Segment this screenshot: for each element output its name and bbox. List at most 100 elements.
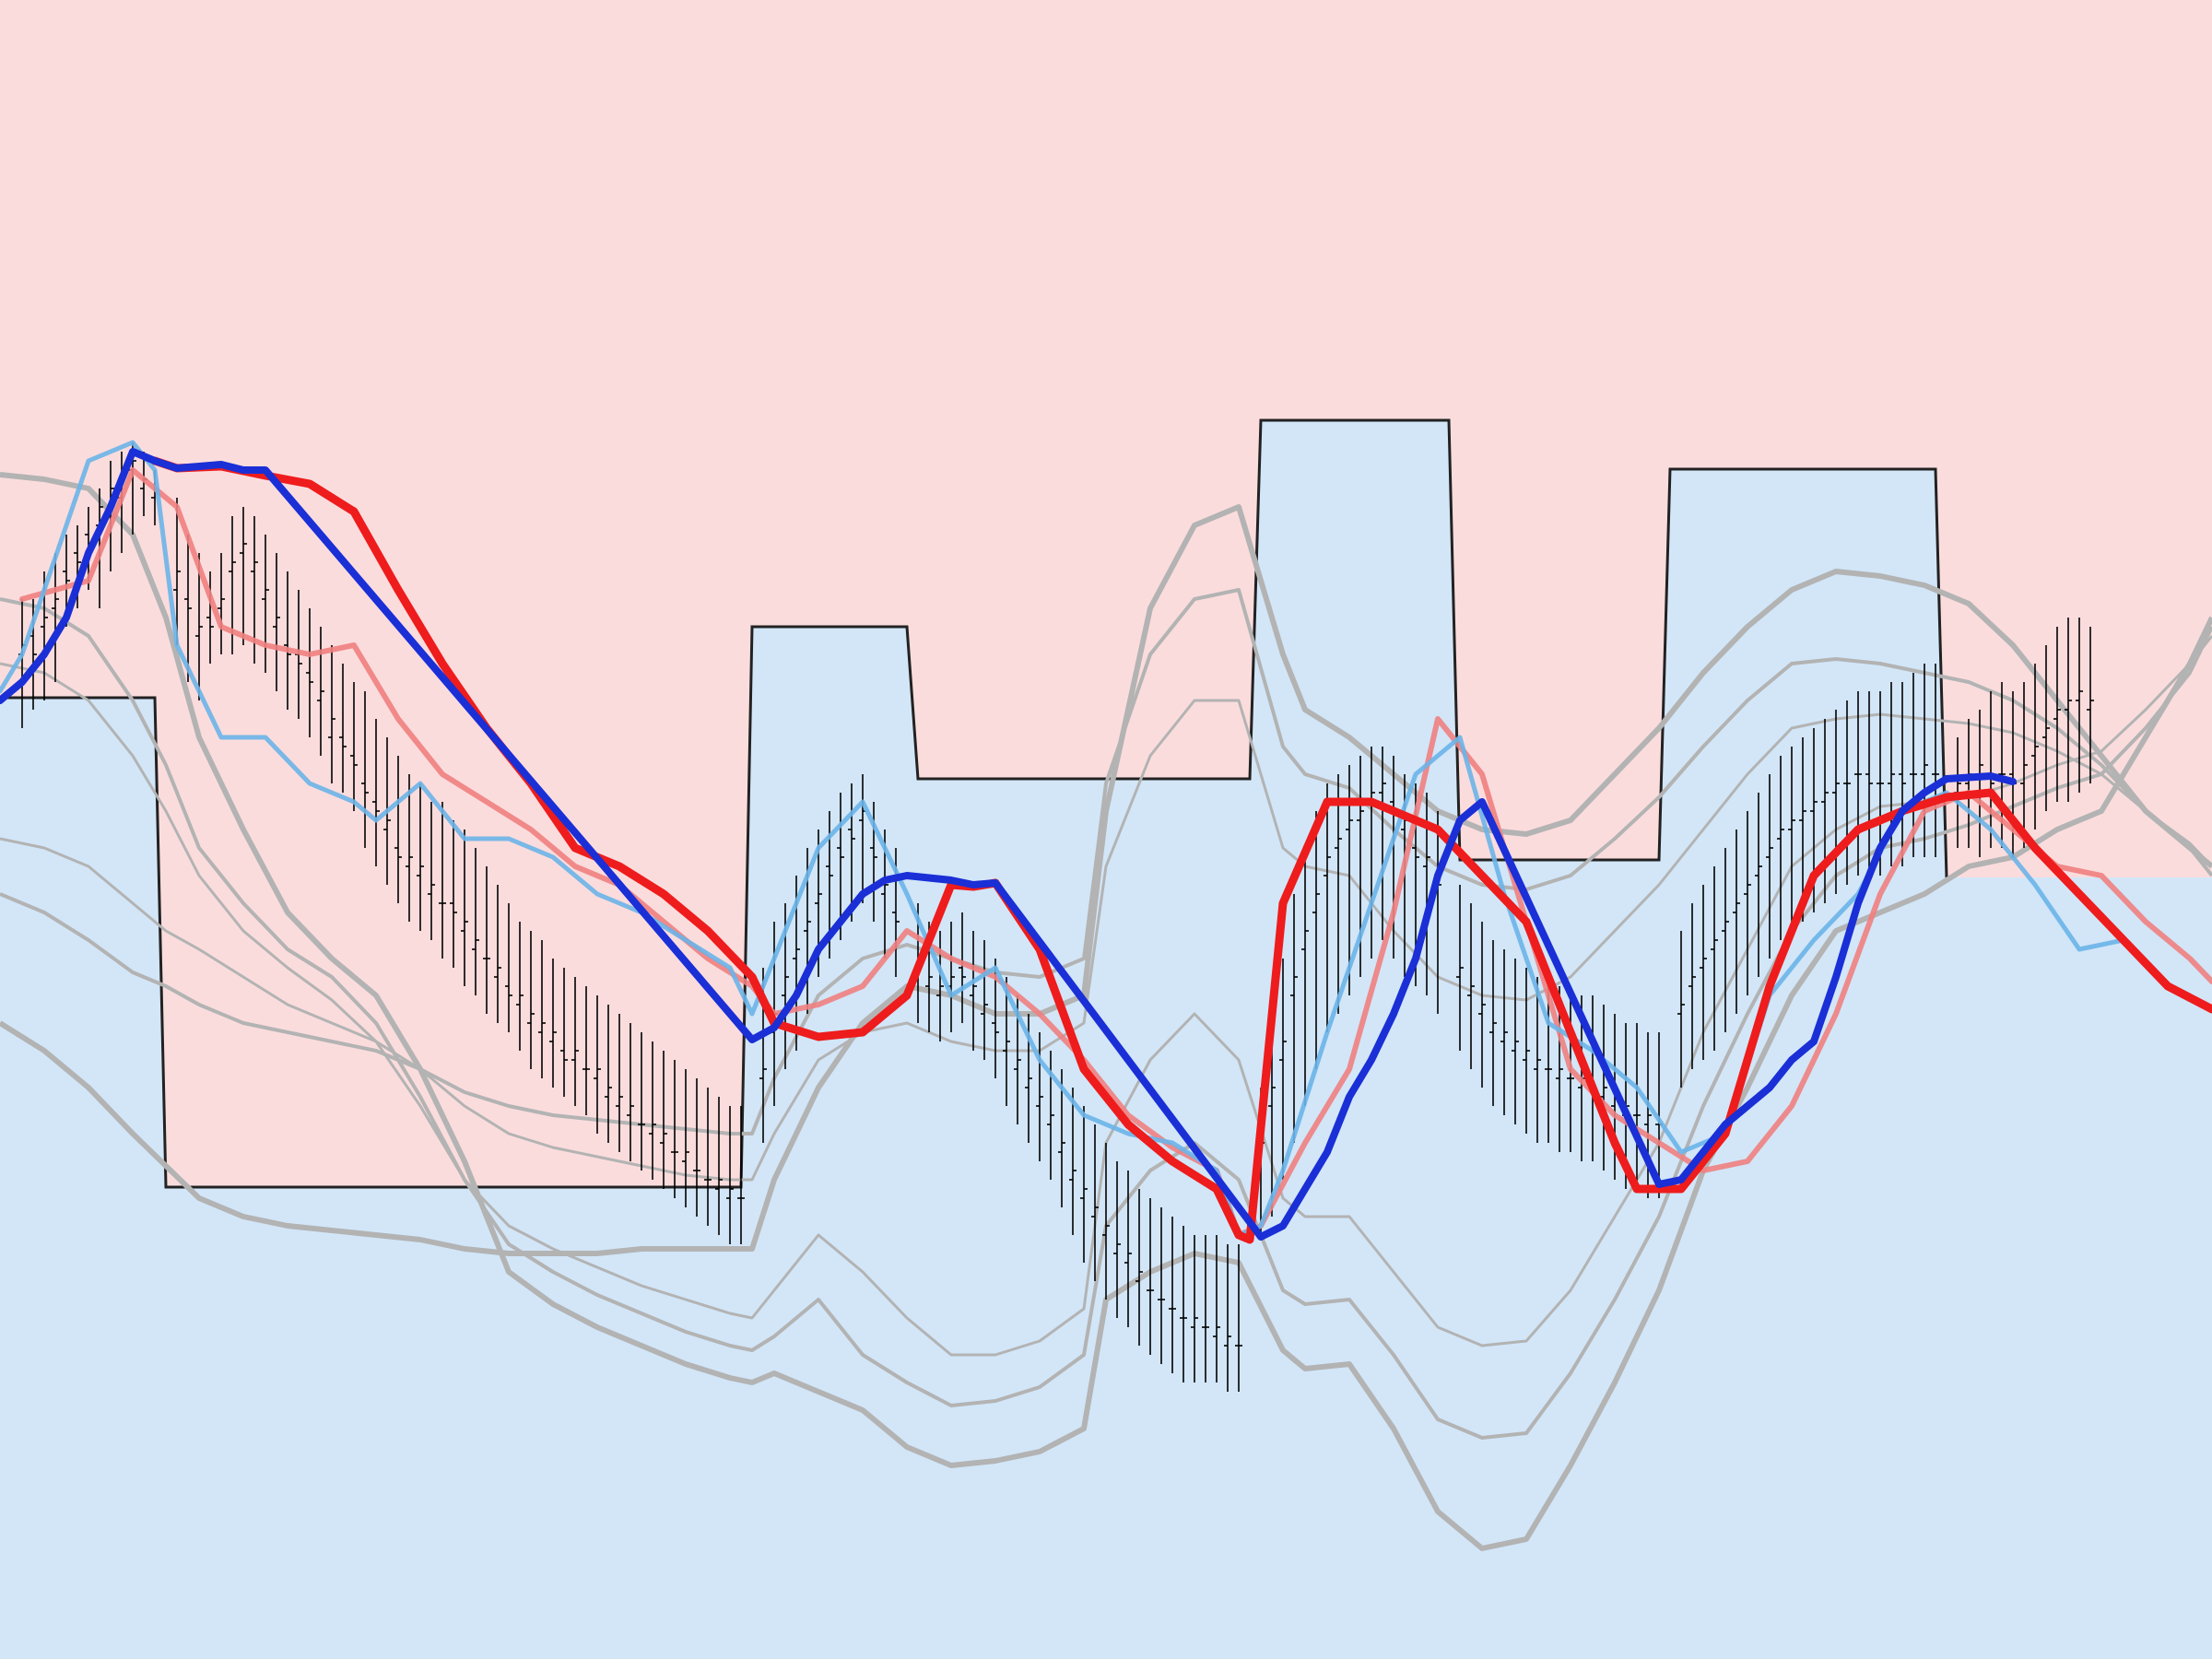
ohlc-bar [1279, 959, 1287, 1180]
ohlc-bar [1500, 949, 1508, 1115]
ohlc-bar [582, 986, 590, 1115]
ohlc-bar [549, 959, 557, 1088]
ohlc-bar [1003, 977, 1010, 1106]
ohlc-bar [605, 1005, 612, 1143]
ohlc-bar [560, 968, 568, 1097]
ohlc-bar [1379, 747, 1386, 940]
ohlc-bar [1036, 1032, 1043, 1161]
ohlc-bar [1169, 1217, 1176, 1373]
ohlc-bar [1799, 737, 1806, 922]
ohlc-bar [361, 691, 369, 848]
ohlc-bar [1766, 774, 1773, 959]
ohlc-bar [1069, 1088, 1077, 1235]
series-line-red-light [19, 467, 2212, 1238]
ohlc-bar [428, 802, 435, 940]
ohlc-bar [660, 1051, 667, 1189]
ohlc-bar [1865, 691, 1873, 876]
ohlc-bar [1147, 1198, 1154, 1355]
ohlc-bar [1788, 747, 1795, 931]
ohlc-bar [1523, 968, 1530, 1134]
ohlc-bar [394, 756, 402, 903]
ohlc-bar [538, 940, 546, 1078]
ohlc-bar [704, 1088, 712, 1226]
ohlc-bar [1688, 903, 1696, 1069]
ohlc-bar [737, 1106, 745, 1244]
ohlc-bar [483, 866, 490, 1014]
ohlc-bar [2020, 682, 2028, 848]
ohlc-bar [970, 931, 977, 1051]
ohlc-bar [472, 848, 479, 995]
ohlc-bar [1224, 1244, 1231, 1392]
ohlc-bar [1324, 783, 1331, 1032]
ohlc-bar [494, 885, 501, 1023]
ohlc-bar [1744, 811, 1751, 995]
ohlc-bar [1700, 885, 1707, 1060]
ohlc-bar [1301, 848, 1309, 1106]
ohlc-bar [527, 931, 535, 1069]
step-boundary-line [0, 418, 1948, 1189]
ohlc-bar [516, 922, 524, 1051]
ohlc-bar [1821, 719, 1829, 903]
ohlc-bar [1534, 977, 1541, 1143]
ohlc-bar [1113, 1161, 1121, 1318]
ohlc-bar [571, 977, 579, 1106]
ohlc-bar [627, 1023, 634, 1161]
ohlc-bar [649, 1041, 656, 1180]
ohlc-bar [1733, 830, 1740, 1014]
ohlc-bar [693, 1078, 700, 1217]
ohlc-bar [240, 507, 247, 645]
ohlc-bar [1854, 691, 1862, 876]
ohlc-bar [284, 571, 291, 710]
ohlc-bar [173, 498, 181, 645]
ohlc-bar [1921, 664, 1928, 857]
envelope-band-4 [0, 699, 2212, 1182]
ohlc-bar [616, 1014, 623, 1152]
ohlc-bar [1124, 1171, 1132, 1327]
ohlc-bar [1467, 903, 1475, 1069]
ohlc-bar [837, 793, 844, 940]
ohlc-bar [461, 830, 468, 986]
ohlc-bar [638, 1032, 645, 1171]
ohlc-bar [1722, 848, 1729, 1032]
ohlc-bar [218, 553, 225, 654]
envelope-band-6 [0, 504, 2212, 1256]
lower-region-fill [0, 420, 2212, 1659]
ohlc-bar [726, 1106, 734, 1244]
ohlc-bar [2076, 618, 2083, 793]
envelope-bands [0, 472, 2212, 1551]
ohlc-bar [2031, 664, 2039, 830]
ohlc-bar [317, 627, 324, 756]
ohlc-bar [52, 553, 59, 682]
ohlc-bars [18, 442, 2094, 1392]
ohlc-bar [1058, 1069, 1065, 1207]
ohlc-bar [1080, 1106, 1088, 1263]
ohlc-bar [195, 553, 203, 700]
ohlc-bar [505, 903, 512, 1032]
ohlc-bar [1191, 1235, 1198, 1382]
ohlc-bar [1335, 774, 1342, 1014]
ohlc-bar [1633, 1023, 1641, 1189]
ohlc-bar [1843, 700, 1851, 885]
ohlc-bar [1102, 1143, 1110, 1300]
ohlc-bar [981, 940, 988, 1060]
ohlc-bar [262, 535, 269, 673]
ohlc-bar [682, 1069, 689, 1207]
ohlc-bar [2053, 627, 2061, 802]
ohlc-bar [1135, 1189, 1143, 1346]
ohlc-bar [1456, 885, 1464, 1051]
ohlc-bar [417, 783, 424, 931]
ohlc-bar [848, 783, 855, 922]
ohlc-bar [184, 535, 192, 682]
ohlc-bar [1755, 793, 1762, 977]
series-line-blue-thick [0, 448, 2017, 1241]
ohlc-bar [959, 912, 966, 1023]
ohlc-bar [1899, 682, 1906, 866]
ohlc-bar [350, 682, 358, 811]
envelope-band-5 [0, 588, 2212, 1135]
ohlc-bar [372, 719, 380, 866]
envelope-band-2 [0, 597, 2212, 1440]
ohlc-bar [1832, 710, 1840, 894]
envelope-band-1 [0, 472, 2212, 1551]
ohlc-bar [206, 571, 214, 664]
